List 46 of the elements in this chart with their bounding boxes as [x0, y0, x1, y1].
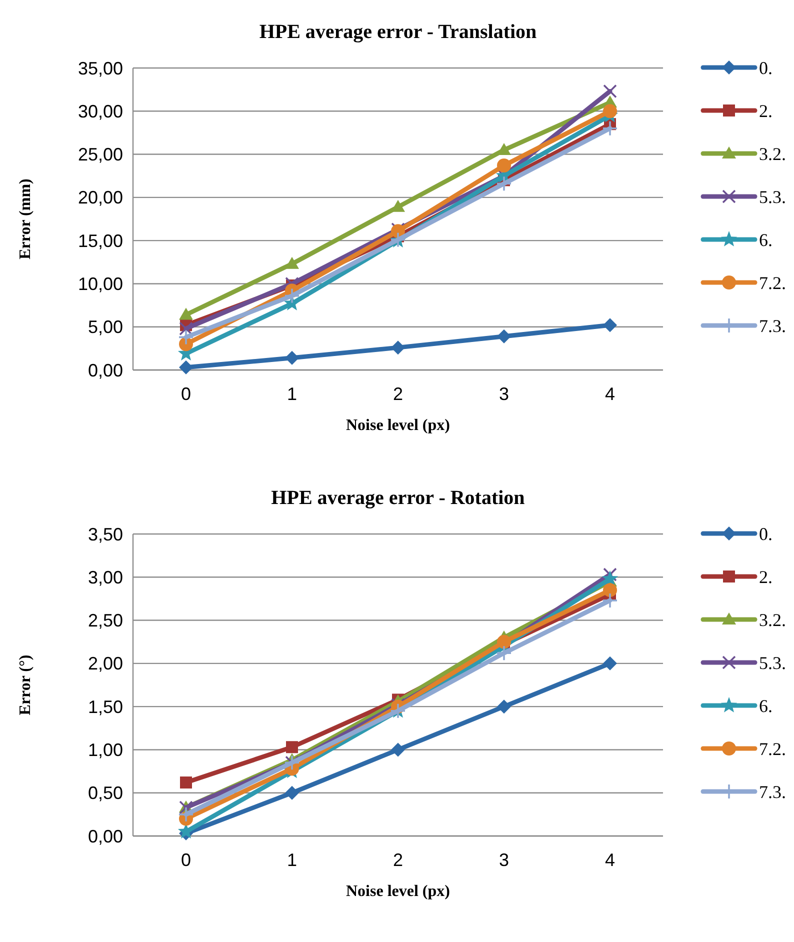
y-tick-label: 0,00 — [88, 360, 123, 380]
y-axis-title: Error (°) — [17, 654, 34, 716]
x-tick-label: 1 — [286, 384, 298, 404]
y-tick-label: 3,00 — [88, 567, 123, 588]
chart-title: HPE average error - Rotation — [271, 487, 525, 509]
legend-label: 7.3. — [759, 316, 786, 336]
x-tick-label: 0 — [180, 384, 192, 404]
x-tick-label: 2 — [392, 850, 404, 870]
legend-label: 0. — [759, 58, 772, 78]
legend-label: 6. — [759, 230, 772, 250]
y-tick-label: 0,50 — [88, 783, 123, 804]
y-tick-label: 35,00 — [78, 58, 123, 78]
y-tick-label: 0,00 — [88, 826, 123, 846]
y-tick-label: 15,00 — [78, 230, 123, 251]
y-tick-label: 20,00 — [78, 188, 123, 208]
y-tick-label: 5,00 — [88, 317, 123, 338]
y-tick-label: 1,50 — [88, 696, 123, 717]
legend-label: 6. — [759, 696, 772, 716]
x-tick-label: 1 — [286, 850, 298, 870]
x-tick-label: 2 — [392, 384, 404, 404]
legend-label: 7.3. — [759, 782, 786, 802]
legend-label: 7.2. — [759, 738, 786, 759]
y-tick-label: 3,50 — [88, 524, 123, 544]
legend-label: 7.2. — [759, 272, 786, 293]
legend-label: 3.2. — [759, 610, 786, 630]
legend-label: 2. — [759, 566, 772, 587]
y-tick-label: 25,00 — [78, 144, 123, 165]
x-tick-label: 0 — [180, 850, 192, 870]
x-tick-label: 4 — [604, 850, 616, 870]
y-tick-label: 2,50 — [88, 610, 123, 631]
y-tick-label: 2,00 — [88, 654, 123, 674]
y-tick-label: 30,00 — [78, 101, 123, 122]
legend-label: 3.2. — [759, 144, 786, 164]
y-tick-label: 10,00 — [78, 274, 123, 294]
legend-label: 5.3. — [759, 652, 786, 673]
legend-label: 0. — [759, 524, 772, 544]
y-axis-title: Error (mm) — [17, 178, 34, 260]
x-tick-label: 3 — [498, 384, 510, 404]
legend-label: 5.3. — [759, 186, 786, 207]
y-tick-label: 1,00 — [88, 740, 123, 760]
chart-title: HPE average error - Translation — [259, 21, 537, 43]
x-tick-label: 3 — [498, 850, 510, 870]
legend-label: 2. — [759, 100, 772, 121]
x-axis-title: Noise level (px) — [346, 883, 450, 900]
x-tick-label: 4 — [604, 384, 616, 404]
x-axis-title: Noise level (px) — [346, 417, 450, 434]
